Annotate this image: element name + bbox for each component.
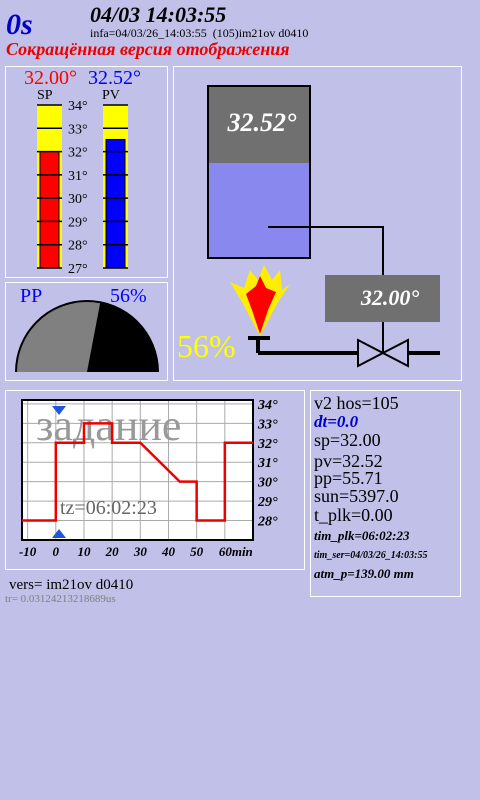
x-tick-label: 30	[133, 544, 148, 559]
y-tick-label: 28°	[257, 515, 278, 530]
x-tick-label: 10	[77, 544, 91, 559]
y-tick-label: 31°	[257, 456, 278, 471]
plot-frame	[21, 399, 254, 541]
chart-panel	[5, 390, 305, 570]
x-tick-label: 20	[105, 544, 120, 559]
bar	[39, 151, 60, 269]
bar-tick-label: 34°	[68, 99, 88, 114]
bar-tick-label: 29°	[68, 215, 88, 230]
sp-value: 32.00°	[24, 67, 77, 89]
status-line: sp=32.00	[314, 430, 381, 450]
tank-pv: 32.52°	[227, 108, 298, 137]
bar-tick-label: 31°	[68, 169, 88, 184]
status-line: pp=55.71	[314, 468, 383, 488]
bars-panel	[5, 66, 168, 278]
x-tick-label: 60min	[219, 544, 253, 559]
pv-value: 32.52°	[88, 67, 141, 89]
valve	[357, 338, 409, 368]
bar-tick-label: 33°	[68, 122, 88, 137]
gauge-name: PP	[20, 285, 42, 307]
status-line: dt=0.0	[314, 412, 359, 431]
tank-top	[209, 87, 309, 163]
bar-tick-label: 30°	[68, 192, 88, 207]
status-line: tim_plk=06:02:23	[314, 528, 410, 543]
bar-tick-label: 28°	[68, 239, 88, 254]
x-tick-label: -10	[19, 544, 37, 559]
x-tick-label: 40	[161, 544, 176, 559]
time-marker	[52, 529, 66, 538]
power-display: 56%	[177, 328, 236, 364]
status-line: pv=32.52	[314, 451, 383, 471]
status-line: tim_ser=04/03/26_14:03:55	[314, 550, 427, 561]
status-list: v2 hos=105dt=0.0sp=32.00pv=32.52pp=55.71…	[314, 393, 427, 581]
setpoint-box	[325, 275, 440, 322]
process-panel	[173, 66, 462, 381]
sp-name: SP	[37, 88, 53, 103]
subtitle: Сокращённая версия отображения	[6, 39, 290, 59]
y-tick-label: 34°	[257, 398, 278, 413]
x-tick-label: 0	[53, 544, 60, 559]
y-tick-label: 30°	[257, 476, 278, 491]
datetime: 04/03 14:03:55	[90, 2, 226, 27]
pv-name: PV	[102, 88, 120, 103]
status-panel	[310, 390, 461, 597]
y-tick-label: 32°	[257, 437, 278, 452]
status-line: sun=5397.0	[314, 486, 399, 506]
version: vers= im21ov d0410	[9, 577, 133, 593]
info: infa=04/03/26_14:03:55 (105)im21ov d0410	[90, 26, 308, 40]
setpoint-display: 32.00°	[360, 285, 420, 310]
timer: 0s	[6, 8, 33, 41]
gauge-value: 56%	[110, 285, 147, 307]
x-tick-label: 50	[190, 544, 204, 559]
y-tick-label: 29°	[257, 495, 278, 510]
annotation: tz=06:02:23	[60, 497, 157, 519]
y-tick-label: 33°	[257, 417, 278, 432]
status-line: t_plk=0.00	[314, 505, 393, 525]
bar-tick-label: 32°	[68, 146, 88, 161]
bar	[105, 138, 126, 269]
time-marker	[52, 406, 66, 415]
line	[22, 422, 253, 522]
bar-tick-label: 27°	[68, 262, 88, 277]
status-line: atm_p=139.00 mm	[314, 566, 414, 581]
sensor-line	[268, 226, 384, 275]
status-line: v2 hos=105	[314, 393, 399, 413]
flame-core	[246, 276, 276, 334]
gauge-fill	[17, 302, 101, 372]
trace: tr= 0.03124213218689us	[5, 593, 116, 605]
gauge-panel	[5, 282, 168, 381]
